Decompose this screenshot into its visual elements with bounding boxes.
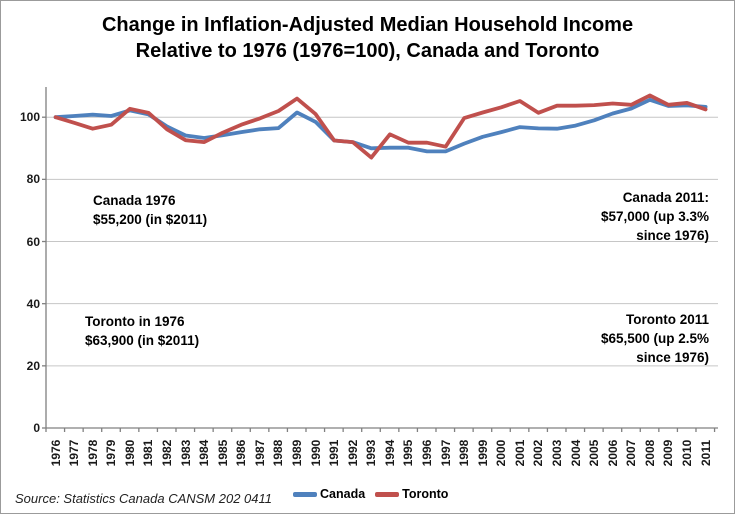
annotation-line: Toronto in 1976 bbox=[85, 314, 185, 329]
x-axis-label: 1993 bbox=[364, 439, 379, 467]
x-axis-label: 2000 bbox=[494, 439, 509, 467]
x-axis-label: 1998 bbox=[457, 439, 472, 467]
x-axis-label: 1980 bbox=[122, 439, 137, 467]
annotation-canada-2011: Canada 2011: $57,000 (up 3.3% since 1976… bbox=[601, 188, 709, 245]
chart-title-line1: Change in Inflation-Adjusted Median Hous… bbox=[101, 14, 634, 36]
x-axis-label: 1997 bbox=[438, 439, 453, 467]
annotation-line: Toronto 2011 bbox=[625, 312, 709, 327]
x-axis-label: 1978 bbox=[85, 439, 100, 467]
canada-line-swatch bbox=[293, 491, 317, 497]
annotation-line: Canada 2011: bbox=[622, 190, 709, 205]
x-axis-label: 1984 bbox=[197, 439, 212, 467]
x-axis-label: 1987 bbox=[252, 439, 267, 467]
x-axis-label: 2005 bbox=[587, 439, 602, 467]
x-axis-label: 2009 bbox=[661, 439, 676, 467]
y-axis-label: 100 bbox=[19, 110, 40, 125]
x-axis-label: 1982 bbox=[160, 439, 175, 467]
x-axis-label: 1999 bbox=[475, 439, 490, 467]
annotation-line: $63,900 (in $2011) bbox=[85, 333, 200, 348]
x-axis-label: 1976 bbox=[48, 439, 63, 467]
y-axis-label: 60 bbox=[26, 234, 40, 249]
x-axis-label: 2011 bbox=[698, 439, 713, 467]
x-axis-label: 1995 bbox=[401, 439, 416, 467]
annotation-line: since 1976) bbox=[636, 228, 709, 243]
annotation-line: $57,000 (up 3.3% bbox=[600, 209, 709, 224]
x-axis-label: 1986 bbox=[234, 439, 249, 467]
x-axis-label: 2006 bbox=[605, 439, 620, 467]
x-axis-label: 1989 bbox=[290, 439, 305, 467]
annotation-line: $55,200 (in $2011) bbox=[93, 212, 208, 227]
x-axis-label: 2008 bbox=[642, 439, 657, 467]
legend: Canada Toronto bbox=[293, 487, 448, 501]
y-axis-label: 80 bbox=[26, 172, 40, 187]
x-axis-label: 2003 bbox=[550, 439, 565, 467]
chart-title: Change in Inflation-Adjusted Median Hous… bbox=[1, 12, 734, 64]
x-axis-label: 1983 bbox=[178, 439, 193, 467]
annotation-line: Canada 1976 bbox=[93, 193, 176, 208]
legend-label-canada: Canada bbox=[320, 487, 366, 501]
legend-label-toronto: Toronto bbox=[402, 487, 449, 501]
plot-area: 0 20 40 60 80 100 1976 1977 1978 1979 1980 1981 1982… bbox=[1, 1, 734, 486]
x-axis-label: 1988 bbox=[271, 439, 286, 467]
annotation-line: $65,500 (up 2.5% bbox=[600, 331, 709, 346]
x-axis-label: 1979 bbox=[104, 439, 119, 467]
x-axis-label: 2004 bbox=[568, 439, 583, 467]
x-axis-label: 1992 bbox=[345, 439, 360, 467]
x-axis-label: 2001 bbox=[512, 439, 527, 467]
x-axis-label: 1985 bbox=[215, 439, 230, 467]
x-axis-label: 1991 bbox=[327, 439, 342, 467]
y-axis-label: 0 bbox=[33, 421, 40, 435]
legend-item-toronto: Toronto bbox=[375, 487, 448, 501]
annotation-canada-1976: Canada 1976 $55,200 (in $2011) bbox=[93, 191, 207, 229]
x-axis-label: 1977 bbox=[67, 439, 82, 467]
x-axis-label: 2002 bbox=[531, 439, 546, 467]
legend-item-canada: Canada bbox=[293, 487, 365, 501]
source-note: Source: Statistics Canada CANSM 202 0411 bbox=[15, 491, 273, 506]
toronto-line-swatch bbox=[375, 491, 400, 497]
y-axis-label: 20 bbox=[26, 358, 40, 373]
annotation-toronto-1976: Toronto in 1976 $63,900 (in $2011) bbox=[85, 312, 199, 350]
x-axis-label: 2007 bbox=[624, 439, 639, 467]
line-chart bbox=[42, 87, 718, 432]
x-axis-label: 2010 bbox=[680, 439, 694, 467]
annotation-toronto-2011: Toronto 2011 $65,500 (up 2.5% since 1976… bbox=[601, 310, 709, 367]
x-axis-label: 1994 bbox=[382, 439, 397, 467]
x-axis-label: 1996 bbox=[420, 439, 435, 467]
y-axis-label: 40 bbox=[26, 296, 40, 311]
chart-title-line2: Relative to 1976 (1976=100), Canada and … bbox=[135, 40, 600, 62]
annotation-line: since 1976) bbox=[636, 350, 709, 365]
toronto-series-line bbox=[53, 93, 708, 160]
x-axis-label: 1981 bbox=[141, 439, 156, 467]
x-axis-label: 1990 bbox=[308, 439, 323, 467]
